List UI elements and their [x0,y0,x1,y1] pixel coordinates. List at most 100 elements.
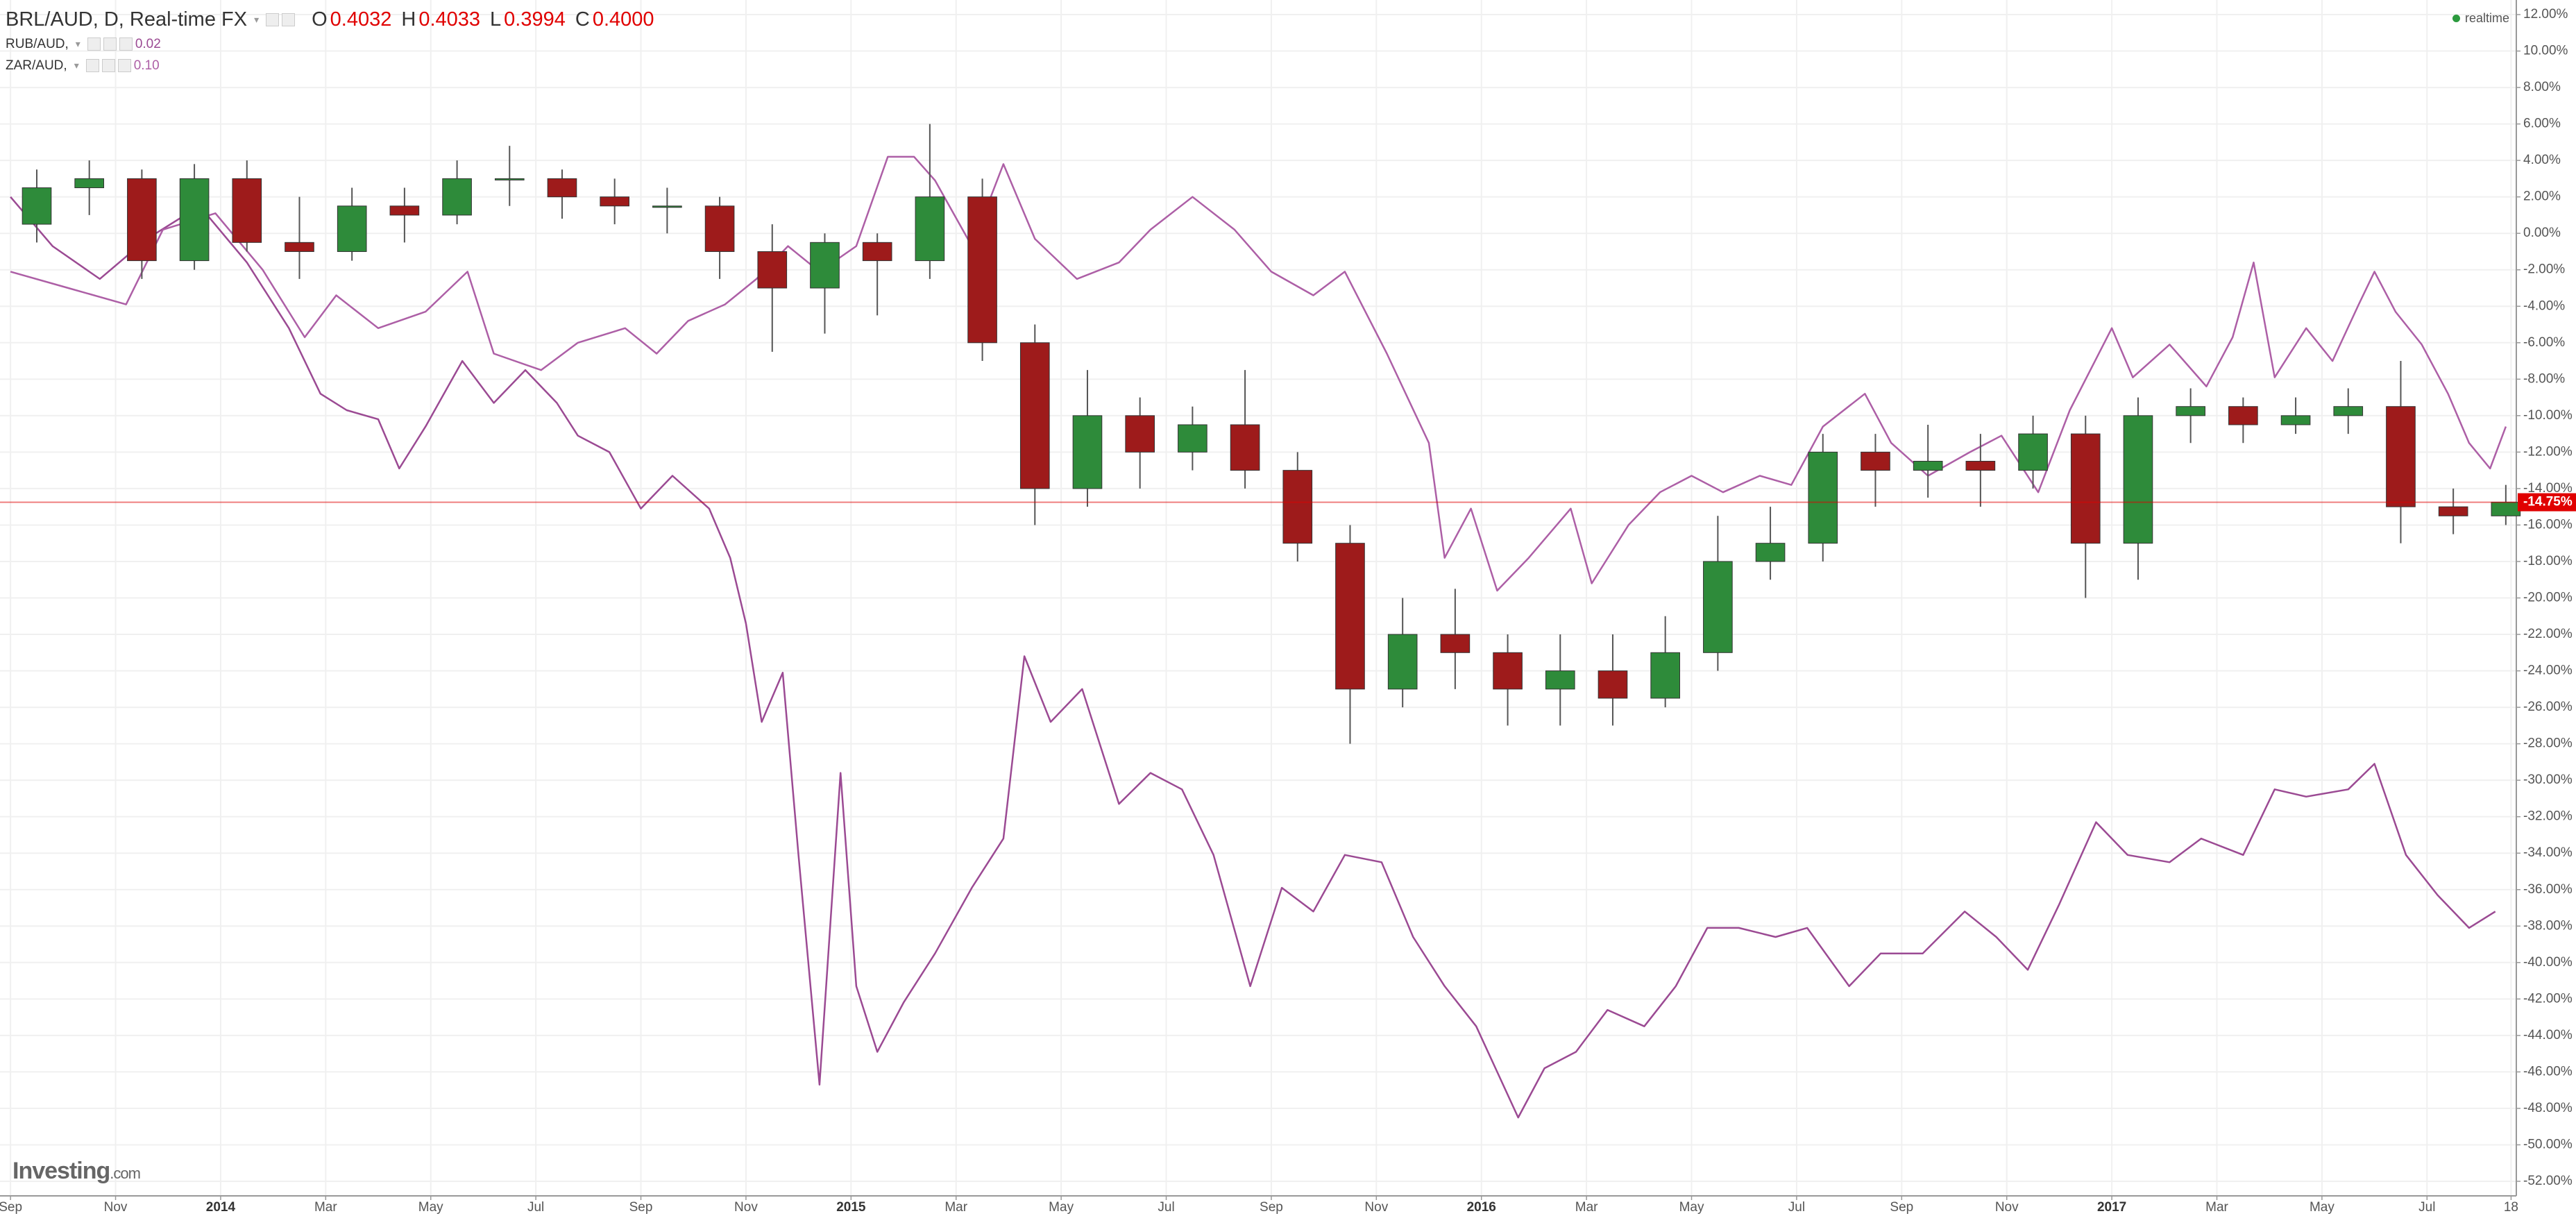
y-tick-label: -12.00% [2523,444,2573,459]
x-tick-label: May [1679,1200,1704,1215]
candle-body [2280,415,2311,425]
ohlc-value: 0.4032 [330,8,392,31]
y-tick-label: -10.00% [2523,408,2573,423]
candle-body [862,242,892,262]
y-tick-label: 8.00% [2523,80,2561,94]
x-tick-label: Mar [944,1200,967,1215]
main-series-title: BRL/AUD, D, Real-time FX [6,8,248,31]
y-tick-label: -50.00% [2523,1137,2573,1151]
x-tick-label: 2015 [836,1200,866,1215]
y-tick-label: 2.00% [2523,189,2561,204]
candle-body [1861,451,1890,471]
candle-body [1335,543,1365,690]
x-tick-label: Jul [1788,1200,1805,1215]
x-tick-label: Sep [1260,1200,1283,1215]
y-tick-label: -28.00% [2523,736,2573,751]
ohlc-value: 0.3994 [504,8,566,31]
logo[interactable]: Investing.com [12,1158,141,1185]
y-tick-label: -38.00% [2523,918,2573,933]
series-line [10,196,2496,1119]
candle-body [232,178,262,243]
status: realtime [2452,11,2509,26]
series-line [10,155,2507,592]
caret[interactable]: ▾ [75,38,80,49]
logo-suffix: .com [110,1165,141,1182]
x-tick-label: Sep [629,1200,653,1215]
y-tick-label: -18.00% [2523,554,2573,568]
candle-body [1703,561,1733,653]
candle-body [2123,415,2153,544]
candle-body [1178,424,1208,453]
candle-body [600,196,630,207]
y-tick-label: -4.00% [2523,298,2565,313]
candle-body [2438,506,2468,516]
legend-button[interactable] [101,59,115,72]
caret[interactable]: ▾ [254,13,260,25]
y-tick-label: -42.00% [2523,991,2573,1006]
legend-button[interactable] [282,12,296,26]
x-tick-label: Nov [1995,1200,2019,1215]
legend-name: RUB/AUD, [6,36,69,51]
x-tick-label: Nov [734,1200,758,1215]
candle-body [1913,461,1943,471]
candle-body [704,205,735,252]
candle-body [2070,433,2101,544]
candle-body [22,187,52,225]
y-tick-label: -46.00% [2523,1064,2573,1079]
candle-body [967,196,997,344]
y-tick-label: -14.00% [2523,481,2573,496]
legend-button[interactable] [85,59,99,72]
legend-button[interactable] [103,37,117,51]
candle-body [179,178,210,262]
ohlc-label: H [401,8,416,31]
x-tick-label: May [2310,1200,2334,1215]
candle-body [810,242,840,289]
legend-button[interactable] [266,12,280,26]
legend-value: 0.02 [135,36,161,51]
x-tick-label: Nov [104,1200,128,1215]
y-tick-label: -2.00% [2523,262,2565,277]
candle-body [1755,543,1786,562]
status-text: realtime [2464,11,2509,25]
candle-body [1808,451,1838,544]
y-tick-label: -16.00% [2523,517,2573,532]
candle-body [1650,652,1680,699]
x-tick-label: Jul [2418,1200,2435,1215]
legend-button[interactable] [117,59,131,72]
candle-body [652,205,682,208]
y-tick-label: -6.00% [2523,335,2565,350]
x-tick-label: Jul [527,1200,544,1215]
y-tick-label: -34.00% [2523,845,2573,860]
x-tick-label: Nov [1364,1200,1388,1215]
y-tick-label: -48.00% [2523,1101,2573,1115]
legend-row: RUB/AUD, ▾ 0.02 [6,33,664,55]
x-tick-label: Jul [1158,1200,1174,1215]
x-tick-label: May [418,1200,443,1215]
caret[interactable]: ▾ [74,60,79,71]
x-tick-label: 2016 [1467,1200,1496,1215]
legend-button[interactable] [87,37,101,51]
candle-body [1493,652,1523,690]
status-dot [2452,15,2460,22]
legend-row: ZAR/AUD, ▾ 0.10 [6,55,664,76]
ohlc-label: L [490,8,502,31]
y-tick-label: -40.00% [2523,955,2573,970]
candle-body [442,178,472,216]
candle-body [1125,415,1155,453]
y-tick-label: -26.00% [2523,700,2573,714]
x-tick-label: Mar [314,1200,337,1215]
candle-body [2228,406,2258,425]
ohlc-label: O [312,8,328,31]
y-tick-label: -30.00% [2523,772,2573,787]
y-tick-label: -44.00% [2523,1028,2573,1042]
candle-body [337,205,367,252]
ohlc-value: 0.4033 [418,8,481,31]
candle-body [389,205,420,216]
ohlc-value: 0.4000 [592,8,654,31]
candle-body [2386,406,2416,507]
legend-button[interactable] [119,37,133,51]
y-tick-label: 6.00% [2523,117,2561,131]
candle-body [1072,415,1103,489]
legend-main: BRL/AUD, D, Real-time FX ▾ O 0.4032 H 0.40… [6,6,664,33]
x-tick-label: Mar [2205,1200,2228,1215]
